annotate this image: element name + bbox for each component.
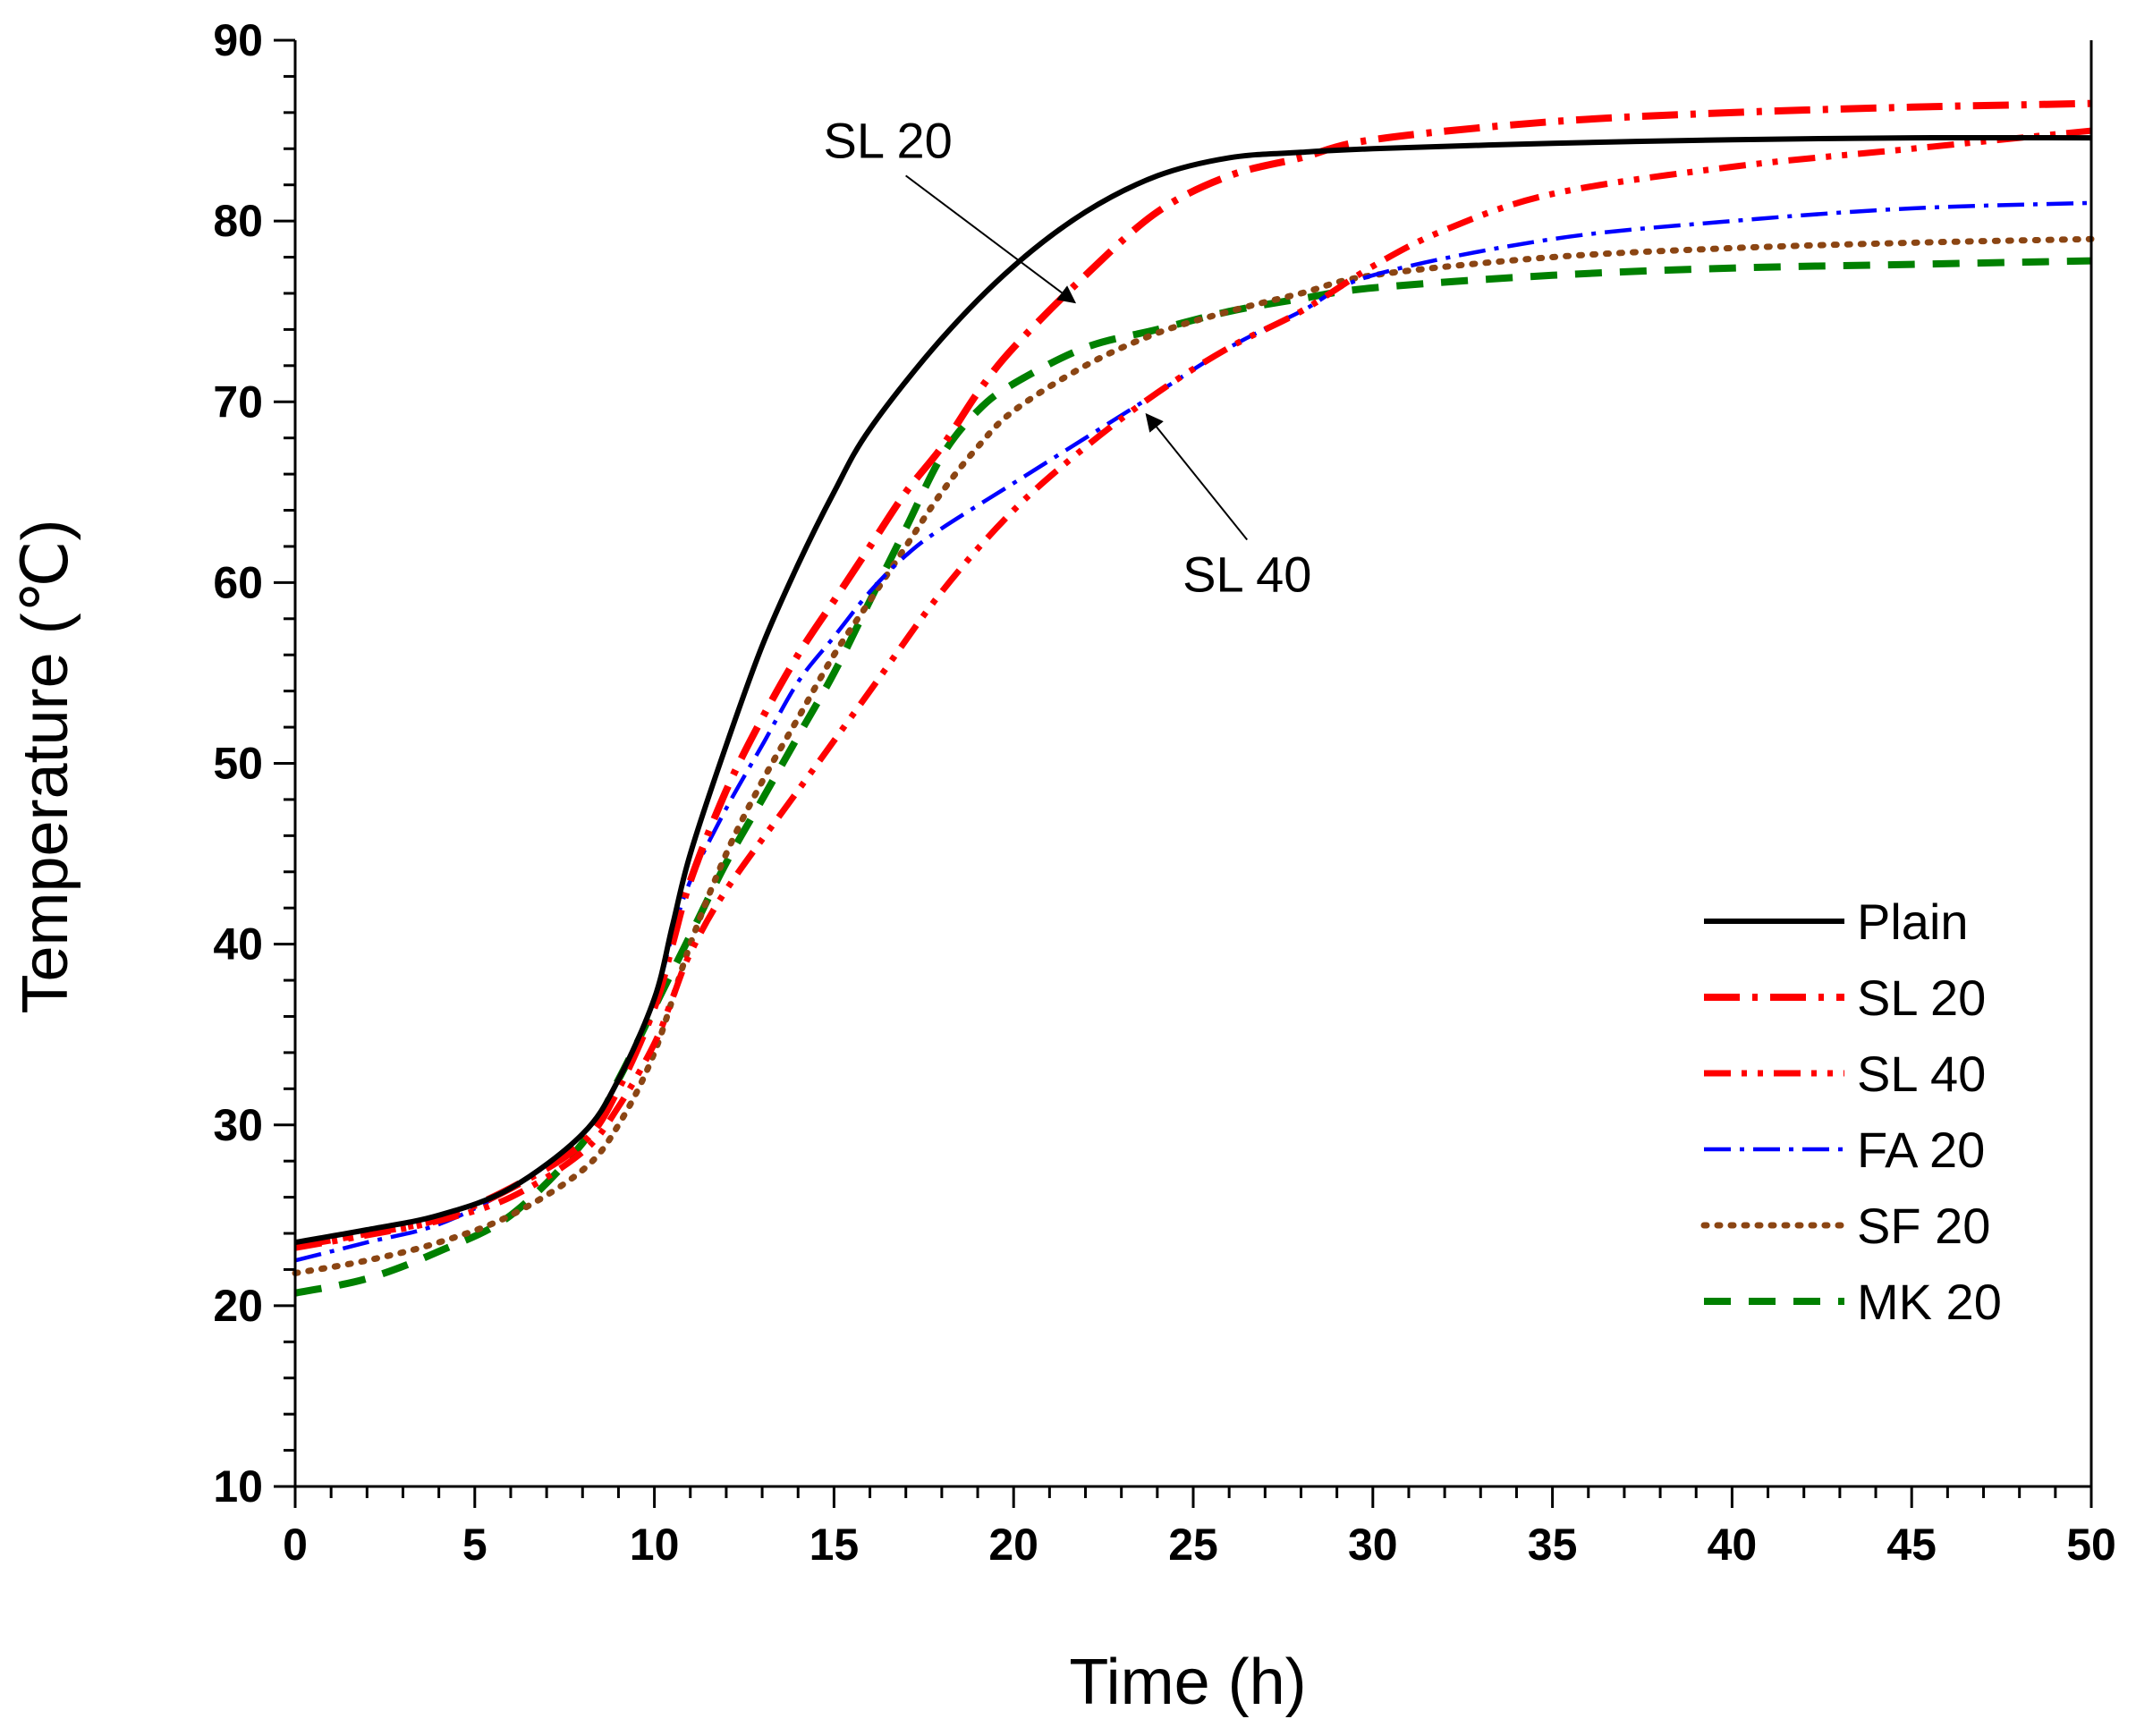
- series-line-fa-20: [294, 200, 2092, 1263]
- y-tick-label: 80: [213, 196, 263, 246]
- annotation-arrow: [905, 174, 1077, 304]
- series-line-sl-20: [294, 99, 2092, 1250]
- x-tick-label: 40: [1708, 1520, 1758, 1570]
- series-line-sl-40: [294, 127, 2092, 1251]
- plot-frame: [293, 40, 2093, 1488]
- x-tick-label: 30: [1348, 1520, 1398, 1570]
- x-tick-label: 45: [1886, 1520, 1937, 1570]
- annotation-arrow: [1145, 412, 1249, 541]
- y-tick-label: 60: [213, 557, 263, 607]
- y-tick-label: 70: [213, 377, 263, 427]
- legend-label: SF 20: [1857, 1198, 1990, 1254]
- x-tick-label: 50: [2066, 1520, 2116, 1570]
- x-tick-label: 0: [283, 1520, 308, 1570]
- x-tick-label: 25: [1168, 1520, 1218, 1570]
- series-line-sf-20: [292, 235, 2095, 1276]
- legend-label: MK 20: [1857, 1274, 2002, 1330]
- y-axis-title: Temperature (℃): [10, 519, 81, 1013]
- legend-label: FA 20: [1857, 1122, 1985, 1178]
- annotation-label: SL 40: [1182, 546, 1311, 602]
- y-tick-label: 20: [213, 1281, 263, 1331]
- x-tick-label: 20: [988, 1520, 1038, 1570]
- y-tick-label: 40: [213, 919, 263, 970]
- x-tick-label: 5: [462, 1520, 487, 1570]
- annotation-label: SL 20: [824, 112, 953, 168]
- y-tick-label: 90: [213, 15, 263, 65]
- x-axis-title: Time (h): [1069, 1647, 1306, 1718]
- series-line-mk-20: [294, 257, 2092, 1297]
- y-tick-label: 10: [213, 1461, 263, 1512]
- x-tick-label: 15: [809, 1520, 860, 1570]
- x-tick-label: 10: [630, 1520, 680, 1570]
- legend-label: SL 40: [1857, 1046, 1986, 1102]
- y-tick-label: 50: [213, 739, 263, 789]
- legend-label: Plain: [1857, 893, 1969, 950]
- x-tick-label: 35: [1528, 1520, 1578, 1570]
- y-tick-label: 30: [213, 1100, 263, 1150]
- series-line-plain: [294, 134, 2092, 1246]
- legend-label: SL 20: [1857, 970, 1986, 1026]
